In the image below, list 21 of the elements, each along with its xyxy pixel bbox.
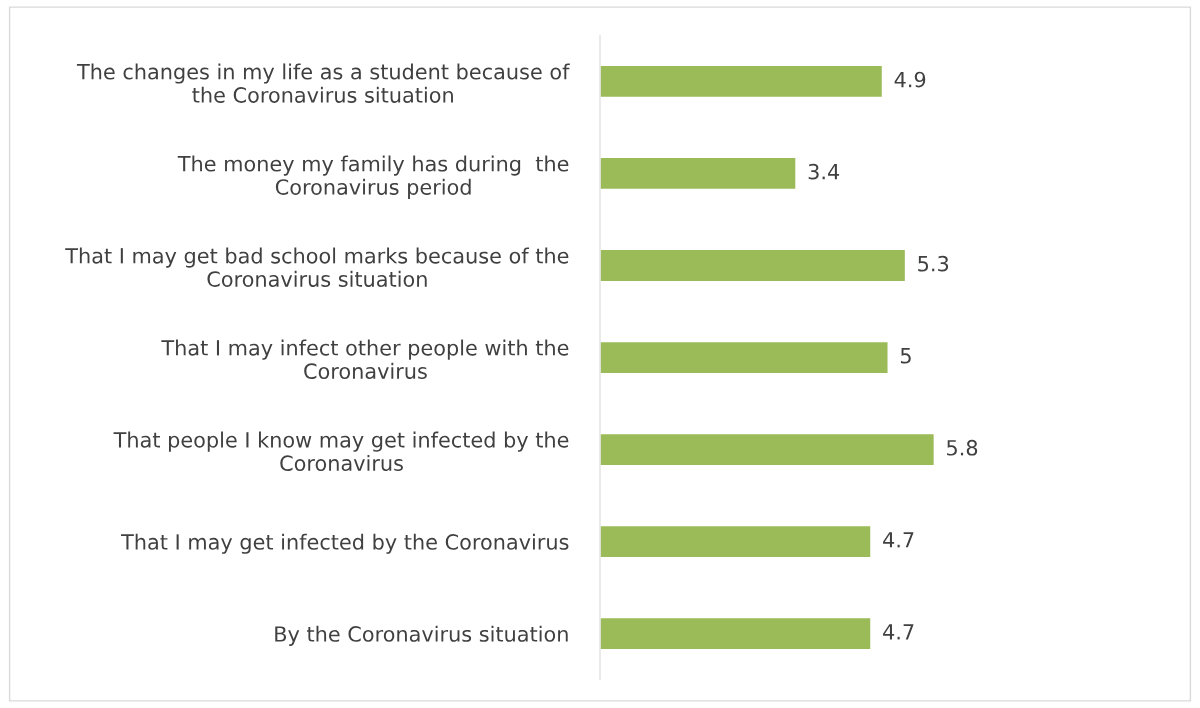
data-label: 4.9 [894,71,926,88]
y-tick-label: The changes in my life as a student because of the Coronavirus situation [76,63,570,103]
bar [600,156,797,191]
data-label: 4.7 [883,624,914,640]
y-tick-label: By the Coronavirus situation [275,625,568,646]
data-label: 3.4 [808,163,840,180]
y-tick-label: That I may infect other people with the Coronavirus [161,339,569,379]
data-label: 4.7 [883,532,914,548]
data-label: 5.3 [918,255,949,272]
y-tick-label: That people I know may get infected by the Coronavirus [113,431,569,472]
y-tick-label: That I may get bad school marks because of the Coronavirus situation [65,247,569,287]
bar [600,432,936,467]
bar [600,340,889,375]
bar [600,616,872,651]
y-tick-label: That I may get infected by the Coronavirus [121,533,569,554]
bar [600,64,884,99]
bar [600,524,872,559]
bar [600,248,907,283]
data-label: 5 [900,348,911,364]
y-tick-label: The money my family has during the Coronavirus period [177,155,569,199]
data-label: 5.8 [947,439,978,456]
